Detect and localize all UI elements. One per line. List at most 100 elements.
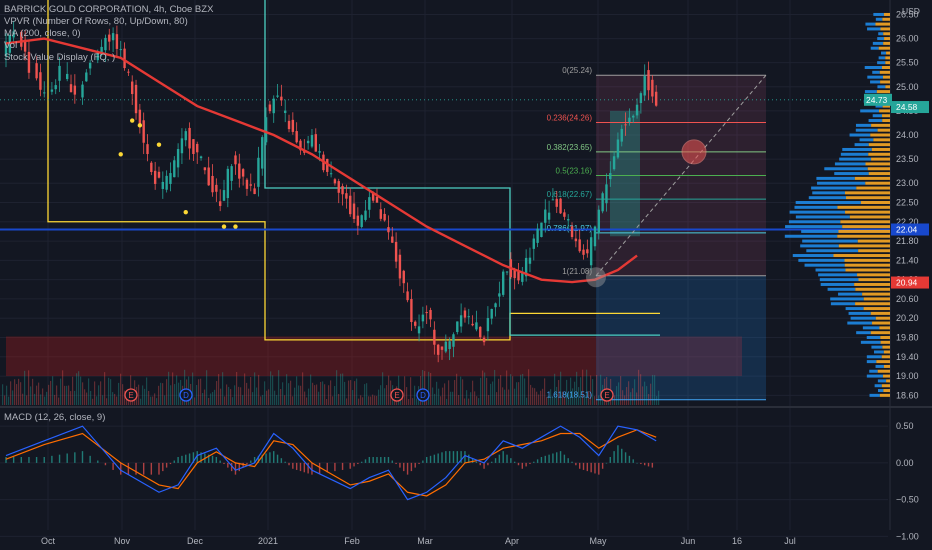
volume-bar [10, 381, 12, 405]
vpvr-bar-up [874, 350, 884, 354]
event-marker-dividend [179, 388, 193, 402]
markers [118, 118, 707, 288]
candle-body [20, 31, 23, 47]
time-tick-label: Oct [41, 536, 56, 546]
macd-histogram-bar [533, 461, 535, 463]
volume-bar [138, 384, 140, 405]
candle-body [486, 318, 490, 332]
candle-body [54, 85, 57, 90]
volume-bar [56, 385, 58, 405]
signal-dot [137, 123, 143, 128]
macd-histogram-bar [414, 462, 416, 468]
fibonacci-retracement[interactable]: 0(25.24) 0.236(24.26) 0.382(23.65) 0.5(23.1… [547, 66, 767, 401]
volume-bar [296, 376, 298, 405]
signal-dot [118, 152, 123, 157]
volume-bar [268, 389, 270, 405]
macd-histogram-bar [460, 451, 462, 463]
candle-body [35, 63, 38, 79]
volume-bar [170, 385, 172, 405]
vpvr-bar-up [785, 225, 843, 229]
candle-body [226, 168, 230, 199]
macd-histogram-bar [81, 451, 84, 463]
macd-histogram-bar [307, 462, 309, 474]
volume-bar [96, 396, 98, 405]
vpvr-bar-down [849, 215, 890, 219]
candle-body [375, 196, 379, 203]
volume-bar [218, 374, 220, 405]
macd-title[interactable]: MACD (12, 26, close, 9) [4, 412, 106, 423]
macd-histogram-bar [51, 455, 53, 463]
candle-body [111, 33, 115, 41]
candle-body [108, 34, 111, 42]
volume-bar [216, 381, 218, 405]
volume-bar [548, 396, 550, 405]
fib-level-label: 0.618(22.67) [547, 190, 593, 199]
volume-bar [410, 377, 412, 405]
macd-histogram-bar [399, 462, 401, 468]
volume-bar [534, 388, 536, 405]
candle-body [169, 173, 172, 184]
vpvr-bar-up [792, 254, 834, 258]
macd-histogram-bar [303, 462, 306, 473]
volume-bar [508, 389, 510, 405]
vpvr-bar-up [866, 360, 877, 364]
volume-bar [330, 380, 332, 405]
volume-bar [642, 386, 644, 405]
vpvr-bar-up [868, 119, 883, 123]
macd-histogram-bar [617, 445, 619, 463]
vpvr-bar-up [806, 249, 859, 253]
volume-bar [388, 375, 390, 405]
time-tick-label: Mar [417, 536, 433, 546]
volume-bar [456, 373, 458, 405]
vpvr-bar-up [871, 345, 883, 349]
volume-bar [214, 389, 216, 405]
currency-label: USD [902, 6, 920, 16]
symbol-title[interactable]: BARRICK GOLD CORPORATION, 4h, Cboe BZX [4, 4, 214, 15]
candle-body [81, 84, 84, 98]
time-tick-label: Dec [187, 536, 204, 546]
candle-body [291, 119, 295, 132]
volume-bar [2, 384, 4, 405]
vpvr-bar-up [808, 196, 846, 200]
candle-body [318, 151, 321, 153]
vpvr-bar-down [883, 12, 890, 16]
indicator-vol[interactable]: Vol [4, 40, 18, 51]
vpvr-bar-up [872, 114, 883, 118]
time-axis[interactable]: Oct Nov Dec 2021 Feb Mar Apr May Jun 16 Jul [41, 536, 796, 546]
volume-bar [372, 394, 374, 405]
vpvr-bar-down [880, 340, 890, 344]
volume-bar [32, 378, 34, 405]
candle-body [127, 71, 130, 73]
vpvr-bar-up [870, 80, 881, 84]
vpvr-bar-down [845, 210, 890, 214]
volume-bar [452, 391, 454, 405]
candle-body [532, 238, 535, 249]
volume-bar [488, 395, 490, 405]
volume-bar [154, 393, 156, 405]
volume-bar [162, 383, 164, 405]
candle-body [150, 162, 153, 172]
volume-bar [30, 386, 32, 405]
candle-body [459, 315, 463, 327]
volume-bar [52, 376, 54, 405]
candle-body [406, 291, 409, 301]
volume-bar [332, 396, 334, 405]
volume-bar [38, 382, 40, 405]
volume-bar [342, 373, 344, 405]
volume-bar [422, 370, 424, 405]
volume-bar [414, 385, 416, 405]
volume-bar [364, 384, 366, 405]
indicator-vpvr[interactable]: VPVR (Number Of Rows, 80, Up/Down, 80) [4, 16, 188, 27]
price-axis[interactable]: 18.6019.0019.4019.8020.2020.6021.0021.40… [864, 9, 929, 541]
indicator-stock-value[interactable]: Stock Value Display (FQ, ) [4, 52, 116, 63]
macd-histogram-bar [590, 462, 592, 473]
volume-bar [586, 369, 588, 405]
candle-body [134, 84, 138, 114]
candle-body [536, 228, 539, 243]
indicator-ma[interactable]: MA (200, close, 0) [4, 28, 81, 39]
candle-body [58, 65, 61, 81]
macd-histogram-bar [364, 459, 367, 463]
volume-bar [658, 390, 660, 405]
